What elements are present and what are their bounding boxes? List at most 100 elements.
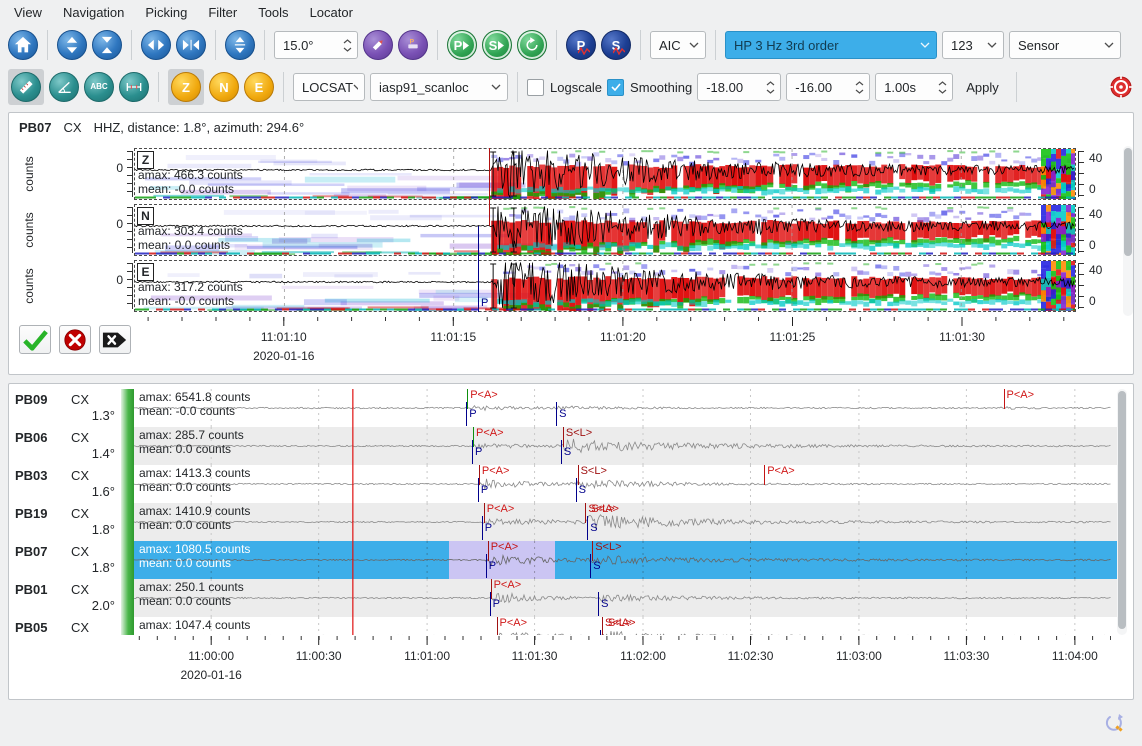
phase-marker-PA[interactable] — [483, 503, 485, 523]
menu-item-tools[interactable]: Tools — [258, 4, 289, 20]
goto-p-pick-button[interactable]: P — [447, 30, 477, 60]
compress-amplitude-button[interactable] — [92, 30, 122, 60]
refresh-picks-button[interactable] — [517, 30, 547, 60]
skip-station-button[interactable] — [99, 325, 131, 354]
rotation-angle-spinbox[interactable]: 15.0° — [274, 31, 358, 59]
min-amplitude-spinbox[interactable]: -18.00 — [697, 73, 782, 101]
spin-arrows[interactable] — [932, 80, 952, 94]
apply-button[interactable]: Apply — [958, 76, 1007, 99]
measure-tool-button[interactable] — [11, 72, 41, 102]
checkbox-unchecked[interactable] — [527, 78, 544, 96]
profile-combo[interactable]: iasp91_scanloc — [370, 73, 508, 101]
phase-marker-PA[interactable] — [1003, 389, 1005, 409]
time-window-spinbox[interactable]: 1.00s — [875, 73, 954, 101]
p-waveform-button[interactable]: P — [566, 30, 596, 60]
phase-marker-S[interactable] — [598, 592, 600, 616]
phase-marker-S[interactable] — [590, 554, 592, 578]
phase-marker-PA[interactable] — [764, 465, 766, 485]
distance-tool-button[interactable] — [119, 72, 149, 102]
confirm-pick-button[interactable] — [19, 325, 51, 354]
trace-scrollbar[interactable] — [1117, 389, 1127, 635]
phase-marker-PA[interactable] — [478, 465, 480, 485]
s-waveform-button[interactable]: S — [601, 30, 631, 60]
phase-marker-P[interactable] — [485, 554, 487, 578]
angle-tool-button[interactable] — [49, 72, 79, 102]
preset-combo[interactable]: 123 — [942, 31, 1004, 59]
phase-marker-SL[interactable] — [577, 465, 579, 485]
picker-scrollbar[interactable] — [1123, 146, 1133, 316]
component-z-button[interactable]: Z — [171, 72, 201, 102]
expand-amplitude-button[interactable] — [57, 30, 87, 60]
logscale-checkbox[interactable]: Logscale — [527, 78, 602, 96]
trace-row-PB03[interactable]: PB03 CX 1.6° P<A> P S<L> S P<A> amax: 1413.3 cou… — [9, 465, 1133, 503]
filter-combo[interactable]: HP 3 Hz 3rd order — [725, 31, 937, 59]
trace-area[interactable]: P<A> P S<L> S P<A> amax: 1413.3 counts mean: 0… — [134, 465, 1111, 503]
phase-marker-S[interactable] — [556, 402, 558, 426]
compress-time-button[interactable] — [176, 30, 206, 60]
sensor-combo[interactable]: Sensor — [1009, 31, 1121, 59]
phase-marker-PA[interactable] — [490, 579, 492, 599]
goto-s-pick-button[interactable]: S — [482, 30, 512, 60]
spin-arrows[interactable] — [849, 80, 869, 94]
phase-marker-SL[interactable] — [562, 427, 564, 447]
relocate-target-button[interactable] — [1108, 74, 1134, 100]
trace-area[interactable]: P<A> P S P<A> amax: 6541.8 counts mean: -0.0 … — [134, 389, 1111, 427]
phase-marker-PA[interactable] — [467, 389, 469, 409]
phase-marker-PA[interactable] — [473, 427, 474, 447]
phase-marker-P[interactable] — [477, 478, 479, 502]
smoothing-checkbox[interactable]: Smoothing — [607, 78, 692, 96]
menu-item-filter[interactable]: Filter — [208, 4, 238, 20]
checkbox-checked[interactable] — [607, 78, 625, 96]
phase-marker-SL[interactable] — [592, 541, 594, 561]
locator-combo[interactable]: LOCSAT — [293, 73, 365, 101]
menu-item-locator[interactable]: Locator — [309, 4, 353, 20]
spin-arrows[interactable] — [760, 80, 780, 94]
phase-marker-P[interactable] — [472, 440, 473, 464]
home-button[interactable] — [8, 30, 38, 60]
phase-marker-S[interactable] — [587, 516, 589, 540]
phase-marker-P[interactable] — [489, 592, 491, 616]
trace-row-PB09[interactable]: PB09 CX 1.3° P<A> P S P<A> amax: 6541.8 counts m… — [9, 389, 1133, 427]
menu-item-navigation[interactable]: Navigation — [62, 4, 125, 20]
default-view-button[interactable] — [225, 30, 255, 60]
pick-phase-button[interactable]: P — [398, 30, 428, 60]
component-e-button[interactable]: E — [244, 72, 274, 102]
expand-time-button[interactable] — [141, 30, 171, 60]
phase-marker-S[interactable] — [560, 440, 562, 464]
manual-p-pick-line[interactable] — [478, 226, 479, 312]
spin-arrows[interactable] — [337, 38, 357, 52]
max-amplitude-spinbox[interactable]: -16.00 — [786, 73, 871, 101]
phase-marker-S[interactable] — [575, 478, 577, 502]
menu-item-view[interactable]: View — [14, 4, 42, 20]
scrollbar-handle[interactable] — [1118, 391, 1126, 629]
chevron-up-icon — [855, 80, 864, 85]
phase-marker-P[interactable] — [481, 516, 483, 540]
phase-marker-S[interactable] — [600, 630, 601, 635]
reject-pick-button[interactable] — [59, 325, 91, 354]
pick-tool-button[interactable] — [363, 30, 393, 60]
phase-marker-SL[interactable] — [602, 617, 603, 635]
picker-algorithm-combo[interactable]: AIC — [650, 31, 706, 59]
phase-marker-PA[interactable] — [496, 617, 498, 635]
labels-tool-button[interactable]: ABC — [84, 72, 114, 102]
phase-marker-P[interactable] — [466, 402, 468, 426]
component-n-button[interactable]: N — [209, 72, 239, 102]
menu-item-picking[interactable]: Picking — [145, 4, 188, 20]
auto-pick-line[interactable] — [489, 148, 490, 226]
phase-marker-SL[interactable] — [585, 503, 587, 523]
scrollbar-handle[interactable] — [1124, 148, 1132, 256]
phase-marker-PA[interactable] — [487, 541, 489, 561]
